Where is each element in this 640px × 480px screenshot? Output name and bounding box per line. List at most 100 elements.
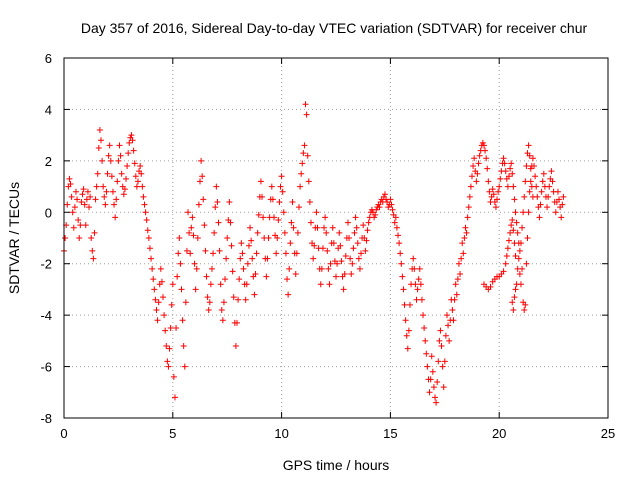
data-point xyxy=(529,155,536,162)
data-point xyxy=(358,250,365,257)
data-point xyxy=(362,247,369,254)
data-point xyxy=(423,350,430,357)
data-point xyxy=(433,399,440,406)
data-point xyxy=(352,214,359,221)
data-point xyxy=(501,160,508,167)
data-point xyxy=(417,281,424,288)
data-point xyxy=(500,155,507,162)
data-point xyxy=(322,214,329,221)
data-point xyxy=(414,286,421,293)
data-point xyxy=(404,345,411,352)
data-point xyxy=(458,255,465,262)
data-point xyxy=(558,214,565,221)
data-point xyxy=(289,199,296,205)
data-point xyxy=(106,142,113,149)
data-point xyxy=(215,219,222,226)
data-point xyxy=(75,217,82,223)
data-point xyxy=(264,255,271,262)
data-point xyxy=(355,255,362,262)
data-point xyxy=(169,281,176,288)
data-point xyxy=(203,273,210,280)
data-point xyxy=(517,281,524,288)
data-point xyxy=(449,307,456,313)
data-point xyxy=(329,224,336,231)
y-tick-label: -2 xyxy=(40,257,52,272)
data-point xyxy=(351,229,358,236)
data-point xyxy=(522,301,529,308)
y-axis-label: SDTVAR / TECUs xyxy=(6,182,22,294)
data-point xyxy=(391,219,398,226)
data-point xyxy=(451,296,458,303)
data-point xyxy=(313,209,320,216)
data-point xyxy=(372,211,379,218)
data-point xyxy=(463,229,470,236)
data-point xyxy=(180,343,187,349)
data-point xyxy=(311,242,318,249)
data-point xyxy=(305,178,312,185)
data-point xyxy=(321,224,328,231)
data-point xyxy=(467,183,474,190)
data-point xyxy=(189,214,196,221)
data-point xyxy=(279,188,286,195)
data-point xyxy=(464,214,471,221)
data-point xyxy=(525,209,532,216)
data-point xyxy=(90,255,97,262)
x-tick-label: 15 xyxy=(383,426,397,441)
data-point xyxy=(149,265,156,272)
data-point xyxy=(288,219,295,226)
data-point xyxy=(395,232,402,239)
data-point xyxy=(208,265,215,272)
data-point xyxy=(123,175,130,182)
data-point xyxy=(475,160,482,167)
data-point xyxy=(373,206,380,213)
data-point xyxy=(510,183,517,190)
data-point xyxy=(223,255,230,262)
data-point xyxy=(240,265,247,272)
data-point xyxy=(442,332,449,339)
data-point xyxy=(554,188,561,195)
data-point xyxy=(150,276,157,283)
data-point xyxy=(194,235,201,241)
data-point xyxy=(507,229,514,236)
data-point xyxy=(437,327,444,334)
data-point xyxy=(269,196,276,203)
data-point xyxy=(276,199,283,205)
data-point xyxy=(526,188,533,195)
data-point xyxy=(486,188,493,195)
data-point xyxy=(424,363,431,370)
data-point xyxy=(455,260,462,267)
data-point xyxy=(94,170,101,177)
data-point xyxy=(539,178,546,185)
x-tick-label: 5 xyxy=(169,426,176,441)
data-point xyxy=(72,188,79,195)
data-point xyxy=(131,160,138,167)
data-point xyxy=(155,299,162,306)
data-point xyxy=(238,240,245,247)
data-point xyxy=(494,196,501,203)
data-point xyxy=(334,260,341,267)
data-point xyxy=(144,227,151,234)
data-point xyxy=(109,188,116,195)
data-point xyxy=(420,312,427,319)
data-point xyxy=(353,224,360,231)
data-point xyxy=(471,155,478,162)
data-point xyxy=(68,193,75,200)
data-point xyxy=(79,191,86,198)
data-point xyxy=(77,222,84,229)
data-point xyxy=(219,317,226,324)
data-point xyxy=(139,183,146,190)
data-point xyxy=(81,201,88,208)
plot-frame xyxy=(63,57,609,419)
data-point xyxy=(527,165,534,172)
data-point xyxy=(348,271,355,277)
data-point xyxy=(360,222,367,229)
data-point xyxy=(254,229,261,236)
data-point xyxy=(92,196,99,203)
data-point xyxy=(490,191,497,198)
data-point xyxy=(418,296,425,303)
data-point xyxy=(284,276,291,283)
data-point xyxy=(517,240,524,247)
data-point xyxy=(560,193,567,200)
data-point xyxy=(235,296,242,303)
